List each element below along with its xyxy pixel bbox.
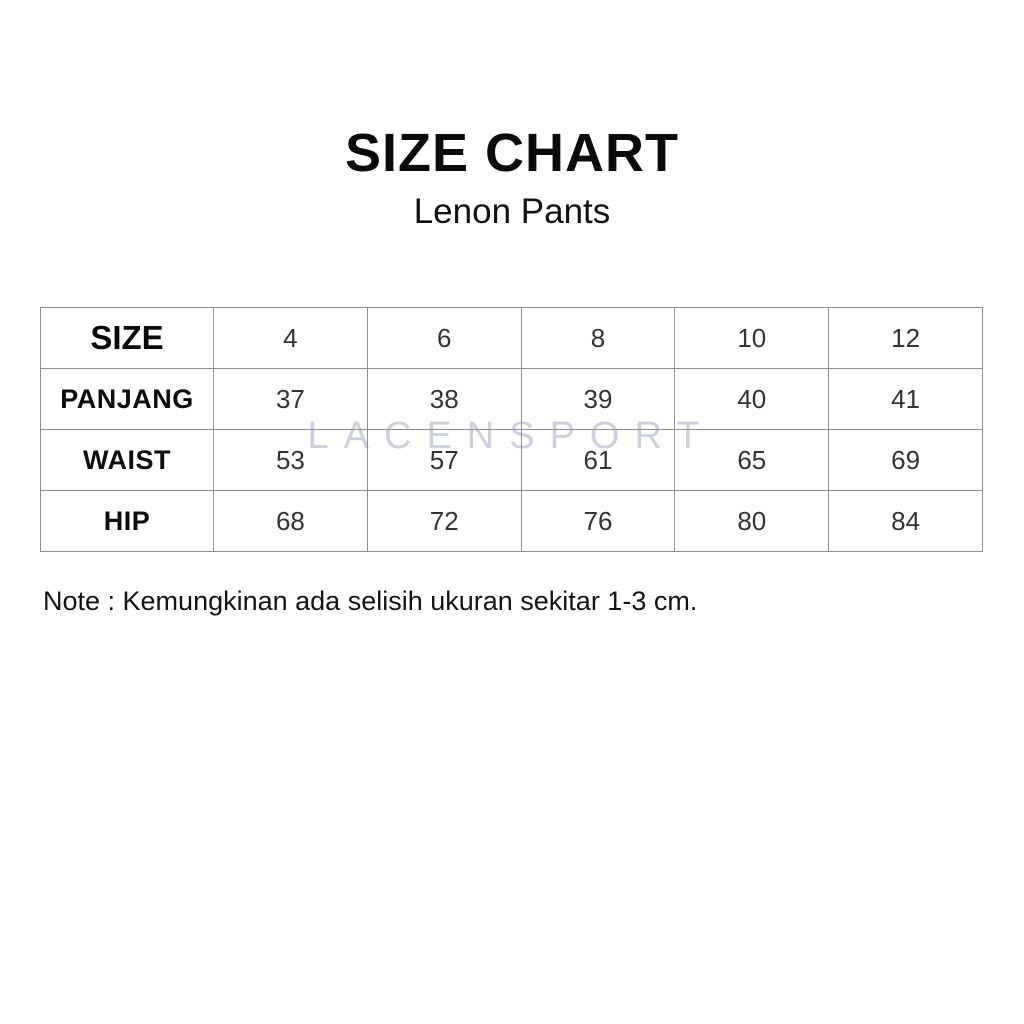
hip-value-cell: 76	[520, 490, 676, 552]
table-row-panjang: PANJANG 37 38 39 40 41	[40, 368, 983, 430]
size-table: SIZE 4 6 8 10 12 PANJANG 37 38 39 40 41 …	[40, 307, 983, 552]
table-header-row: SIZE 4 6 8 10 12	[40, 307, 983, 369]
table-row-hip: HIP 68 72 76 80 84	[40, 490, 983, 552]
note-text: Note : Kemungkinan ada selisih ukuran se…	[43, 586, 698, 616]
panjang-value-cell: 40	[674, 368, 830, 430]
corner-label: SIZE	[40, 307, 214, 369]
size-header-cell: 4	[213, 307, 368, 369]
page-subtitle: Lenon Pants	[413, 192, 611, 231]
size-header-cell: 10	[674, 307, 830, 369]
panjang-value-cell: 38	[366, 368, 522, 430]
waist-value-cell: 61	[520, 429, 676, 491]
hip-value-cell: 72	[366, 490, 522, 552]
row-label-waist: WAIST	[40, 429, 214, 491]
waist-value-cell: 69	[828, 429, 983, 491]
hip-value-cell: 68	[213, 490, 368, 552]
size-header-cell: 12	[828, 307, 983, 369]
waist-value-cell: 53	[213, 429, 368, 491]
waist-value-cell: 65	[674, 429, 830, 491]
page-title: SIZE CHART	[345, 123, 679, 183]
waist-value-cell: 57	[366, 429, 522, 491]
hip-value-cell: 84	[828, 490, 983, 552]
row-label-hip: HIP	[40, 490, 214, 552]
size-header-cell: 8	[520, 307, 676, 369]
panjang-value-cell: 37	[213, 368, 368, 430]
size-table-container: LACENSPORT SIZE 4 6 8 10 12 PANJANG 37	[40, 307, 983, 553]
size-header-cell: 6	[366, 307, 522, 369]
panjang-value-cell: 41	[828, 368, 983, 430]
table-row-waist: WAIST 53 57 61 65 69	[40, 429, 983, 491]
panjang-value-cell: 39	[520, 368, 676, 430]
row-label-panjang: PANJANG	[40, 368, 214, 430]
hip-value-cell: 80	[674, 490, 830, 552]
